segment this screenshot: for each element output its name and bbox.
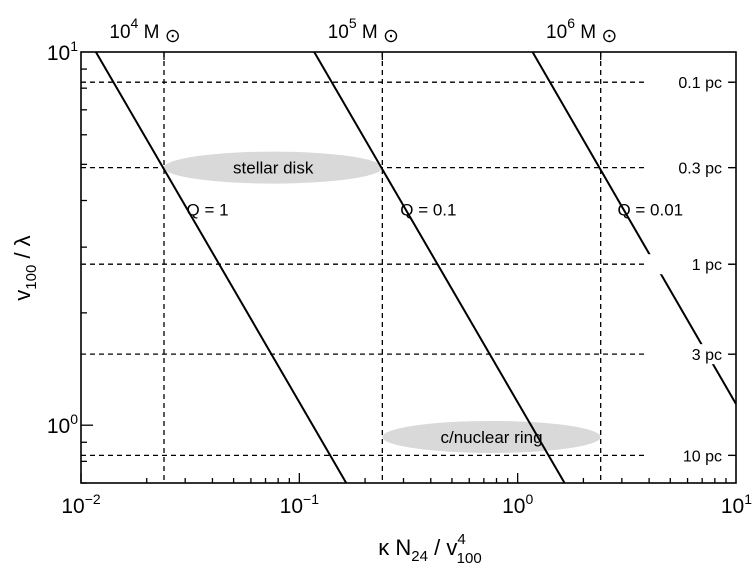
region-label: c/nuclear ring — [440, 428, 542, 447]
series-line — [313, 52, 566, 483]
y-axis-title: v100 / λ — [10, 235, 40, 300]
pc-label: 3 pc — [692, 347, 722, 364]
pc-label-bg — [644, 254, 726, 275]
pc-label: 1 pc — [692, 257, 722, 274]
series-label: Q = 0.1 — [400, 200, 456, 219]
x-tick-label: 10−1 — [280, 491, 320, 518]
region-label: stellar disk — [233, 159, 314, 178]
x-axis-title: κ N24 / v4 100 — [378, 531, 481, 565]
pc-label-bg — [644, 157, 726, 178]
pc-label-bg — [644, 344, 726, 365]
plot-frame — [80, 51, 737, 484]
series-label: Q = 1 — [187, 200, 229, 219]
mass-label: 105 M ⊙ — [328, 15, 399, 47]
axis-ticks — [80, 52, 736, 484]
grid-lines — [81, 52, 736, 483]
pc-label: 10 pc — [683, 448, 722, 465]
pc-label-bg — [644, 445, 726, 466]
series-label: Q = 0.01 — [617, 200, 683, 219]
pc-label: 0.1 pc — [678, 75, 722, 92]
x-tick-label: 101 — [721, 491, 752, 518]
x-tick-label: 10−2 — [61, 491, 101, 518]
series-lines — [95, 52, 736, 483]
series-line — [95, 52, 348, 483]
region-ellipse — [382, 420, 601, 453]
pc-label-bg — [644, 72, 726, 93]
pc-label: 0.3 pc — [678, 161, 722, 178]
regions: stellar disk c/nuclear ring — [164, 151, 601, 453]
x-tick-label: 100 — [502, 491, 533, 518]
y-tick-label: 101 — [47, 38, 78, 65]
tick-labels: Q = 1 Q = 0.1 Q = 0.01 10−2 10−1 100 101 100 101… — [47, 15, 752, 518]
axis-titles: κ N24 / v4 100 v100 / λ — [10, 235, 482, 565]
mass-label: 104 M ⊙ — [109, 15, 180, 47]
mass-label: 106 M ⊙ — [546, 15, 617, 47]
y-tick-label: 100 — [47, 411, 78, 438]
region-ellipse — [164, 151, 383, 184]
